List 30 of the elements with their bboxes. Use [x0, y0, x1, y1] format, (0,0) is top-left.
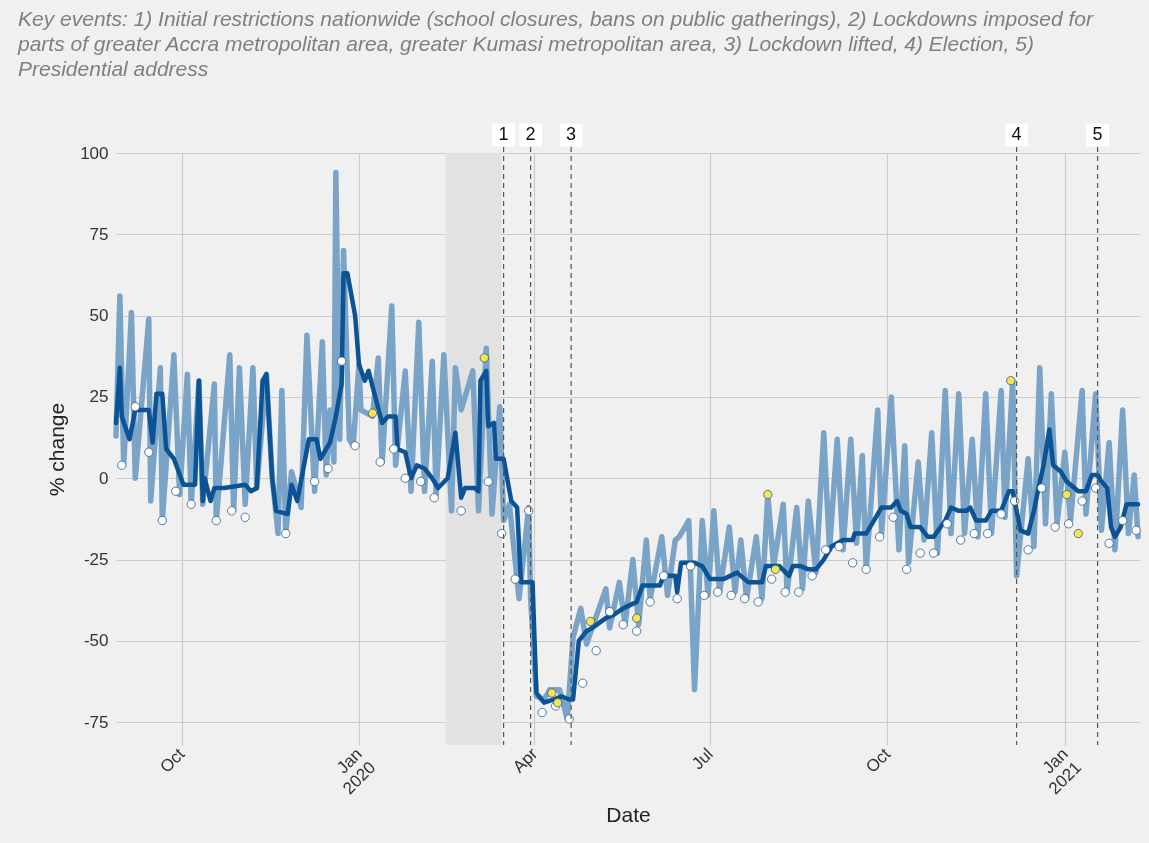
ref-line-label: 5 [1092, 124, 1103, 144]
y-tick-label: -50 [83, 631, 109, 651]
point [1006, 376, 1016, 386]
y-axis-title: % change [45, 402, 69, 497]
y-tick-label: 100 [80, 143, 109, 163]
x-tick-label: Apr [509, 744, 542, 777]
point [479, 353, 489, 363]
ref-line-label: 4 [1011, 124, 1022, 144]
y-tick-label: 75 [89, 224, 109, 244]
x-tick-label: Oct [156, 744, 189, 777]
point [1062, 489, 1072, 500]
point [367, 408, 378, 418]
x-axis-title: Date [606, 803, 651, 827]
point [632, 613, 642, 623]
ref-line-label: 3 [566, 124, 577, 144]
point [585, 616, 595, 626]
point [770, 564, 781, 574]
y-tick-label: -25 [83, 550, 109, 570]
y-tick-label: 0 [99, 468, 109, 488]
y-tick-label: 50 [89, 306, 109, 326]
ref-line-label: 1 [498, 124, 509, 144]
y-tick-label: 25 [89, 387, 109, 407]
point [763, 489, 773, 500]
ref-line-label: 2 [525, 124, 536, 144]
point [1073, 529, 1083, 539]
y-tick-label: -75 [83, 712, 109, 732]
point [547, 688, 557, 698]
chart-title: Key events: 1) Initial restrictions nationwide (school closures, bans on public gatherings), 2) Lockdowns imposed for parts of greater Accra metropolitan area, greater Kumasi metropolitan area, 3) Lockdown lifted, 4) Election, 5) Presidential address [17, 6, 1095, 80]
x-tick-label: Jul [688, 744, 717, 774]
x-tick-label: Oct [862, 744, 895, 777]
